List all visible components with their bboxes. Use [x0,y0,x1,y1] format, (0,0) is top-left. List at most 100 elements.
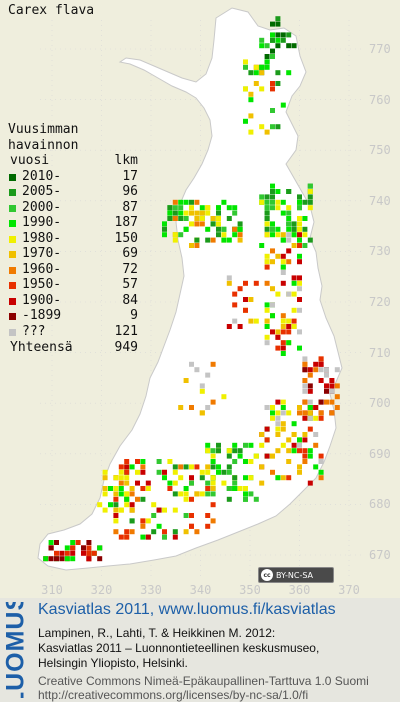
observation-square [232,302,238,308]
y-tick-label: 750 [369,143,391,158]
observation-square [226,216,232,221]
observation-square [232,205,238,211]
observation-square [280,232,286,238]
observation-square [243,280,248,286]
legend-period: 1990- [22,215,62,230]
observation-square [291,280,297,286]
observation-square [210,216,216,221]
observation-square [275,70,281,76]
observation-square [286,340,292,346]
observation-square [172,507,178,513]
observation-square [259,442,265,448]
observation-square [302,367,308,373]
observation-square [156,469,162,475]
observation-square [194,529,200,535]
observation-square [194,464,200,470]
observation-square [264,64,270,70]
observation-square [264,54,270,59]
cc-license-badge[interactable]: cc BY-NC-SA [258,567,334,583]
observation-square [280,345,286,351]
observation-square [248,442,254,448]
observation-square [216,448,221,454]
observation-square [313,367,319,373]
legend-period: 1950- [22,277,62,292]
observation-square [286,324,292,329]
observation-square [140,523,146,529]
observation-square [297,199,302,205]
observation-square [113,529,119,535]
observation-square [210,459,216,464]
observation-square [205,205,211,211]
observation-square [48,545,54,551]
observation-square [210,221,216,227]
observation-square [307,453,313,459]
y-tick-label: 720 [369,295,391,309]
observation-square [172,491,178,497]
observation-square [270,329,275,335]
observation-square [226,205,232,211]
observation-square [264,232,270,238]
observation-square [140,464,146,470]
observation-square [124,469,130,475]
observation-square [178,491,184,497]
observation-square [318,367,324,373]
observation-square [275,410,281,416]
observation-square [172,205,178,211]
observation-square [264,253,270,259]
legend-count: 96 [122,184,138,199]
observation-square [194,199,200,205]
legend-row: ??? 121 [8,324,138,340]
observation-square [264,226,270,232]
observation-square [124,459,130,464]
observation-square [297,329,302,335]
observation-square [216,442,221,448]
observation-square [318,459,324,464]
observation-square [226,464,232,470]
license-url-link[interactable]: http://creativecommons.org/licenses/by-n… [38,688,309,702]
observation-square [129,529,135,535]
x-tick-label: 330 [140,583,162,597]
observation-square [97,556,103,562]
observation-square [324,367,329,373]
observation-square [162,469,167,475]
observation-square [280,264,286,270]
observation-square [199,221,205,227]
observation-square [248,70,254,76]
observation-square [183,491,189,497]
x-tick-label: 320 [90,583,113,597]
observation-square [135,459,140,464]
observation-square [297,410,302,416]
atlas-heading-link[interactable]: Kasviatlas 2011, www.luomus.fi/kasviatla… [38,601,336,618]
observation-square [280,421,286,427]
observation-square [280,399,286,405]
observation-square [324,399,329,405]
observation-square [102,486,108,491]
observation-square [118,491,124,497]
observation-square [205,523,211,529]
observation-square [210,361,216,367]
observation-square [243,491,248,497]
observation-square [205,513,211,518]
observation-square [275,415,281,421]
observation-square [264,280,270,286]
observation-square [324,383,329,389]
x-tick-label: 310 [41,583,63,597]
observation-square [275,334,281,340]
x-tick-label: 340 [189,583,212,597]
x-tick-label: 370 [338,583,360,597]
observation-square [264,216,270,221]
observation-square [291,291,297,297]
observation-square [264,210,270,216]
legend-swatch [9,235,16,243]
legend-count: 121 [114,323,138,339]
observation-square [189,199,194,205]
observation-square [275,205,281,211]
observation-square [248,491,254,497]
observation-square [318,415,324,421]
observation-square [210,518,216,524]
observation-square [253,280,259,286]
observation-square [210,464,216,470]
y-tick-label: 700 [369,396,391,411]
observation-square [172,216,178,221]
observation-square [334,367,340,373]
